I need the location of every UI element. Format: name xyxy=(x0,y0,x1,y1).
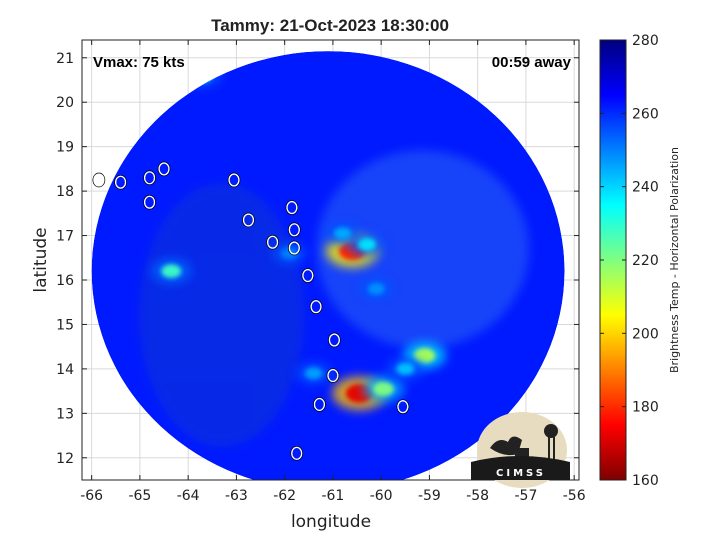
island-outlines xyxy=(92,161,410,461)
island-outline xyxy=(288,223,301,237)
feature-core xyxy=(367,283,385,295)
feature-core xyxy=(333,227,352,240)
x-tick-label: -63 xyxy=(225,488,248,504)
island-outline-dark xyxy=(227,172,241,188)
colorbar-tick-label: 200 xyxy=(632,326,659,342)
y-tick-label: 16 xyxy=(56,273,74,289)
island-outline-dark xyxy=(143,194,156,210)
island-outline-dark xyxy=(266,234,279,250)
axis-ticks: -66 -65 -64 -63 -62 -61 -60 -59 -58 -57 -56 12 13 14 1… xyxy=(56,40,586,504)
y-tick-label: 20 xyxy=(56,95,74,111)
time-away-annotation: 00:59 away xyxy=(492,54,572,71)
feature-core xyxy=(357,238,376,251)
island-outline-dark xyxy=(326,368,340,383)
colorbar-tick-label: 180 xyxy=(632,400,659,416)
island-outline xyxy=(288,241,301,255)
feature-core xyxy=(396,362,415,376)
island-outline xyxy=(310,299,322,314)
island-outline xyxy=(291,446,303,461)
colorbar xyxy=(599,39,627,481)
island-outline-dark xyxy=(313,397,326,412)
y-tick-label: 21 xyxy=(56,51,74,67)
x-tick-label: -62 xyxy=(273,488,296,504)
island-outline-dark xyxy=(143,170,156,186)
island-outline xyxy=(286,200,298,215)
island-outline xyxy=(93,173,105,187)
island-outline xyxy=(327,368,339,383)
y-tick-label: 15 xyxy=(56,317,74,333)
logo-tower-leg xyxy=(548,437,550,459)
island-outline-dark xyxy=(301,268,315,283)
y-tick-label: 13 xyxy=(56,406,74,422)
colorbar-tick-label: 240 xyxy=(632,180,659,196)
feature-core xyxy=(304,367,323,380)
island-outline-dark xyxy=(114,174,127,190)
colorbar-tick-label: 220 xyxy=(632,253,659,269)
island-outline xyxy=(114,175,127,189)
chart-title: Tammy: 21-Oct-2023 18:30:00 xyxy=(211,16,449,35)
island-outline xyxy=(397,399,409,414)
island-outline-dark xyxy=(157,161,171,177)
island-outline-dark xyxy=(396,399,410,415)
island-outline-dark xyxy=(92,172,106,188)
logo-tower-leg xyxy=(553,437,555,459)
island-outline-dark xyxy=(242,212,255,228)
island-outline-dark xyxy=(328,332,341,348)
x-tick-label: -59 xyxy=(418,488,441,504)
x-axis-label: longitude xyxy=(291,512,371,532)
island-outline xyxy=(242,213,255,227)
island-outline xyxy=(302,268,314,283)
island-outline xyxy=(143,195,156,209)
vmax-annotation: Vmax: 75 kts xyxy=(93,54,185,71)
y-tick-label: 14 xyxy=(56,362,74,378)
x-tick-label: -60 xyxy=(370,488,393,504)
logo-watertower-icon xyxy=(544,424,558,438)
island-outline xyxy=(266,235,279,249)
axes-frame xyxy=(81,39,580,481)
x-tick-label: -61 xyxy=(321,488,344,504)
feature-core xyxy=(373,381,394,397)
island-outline xyxy=(158,162,170,176)
colorbar-tick-label: 280 xyxy=(632,33,659,49)
y-axis-label: latitude xyxy=(31,227,51,292)
island-outline xyxy=(143,171,156,185)
colorbar-tick-label: 260 xyxy=(632,106,659,122)
y-tick-label: 12 xyxy=(56,451,74,467)
island-outline-dark xyxy=(309,299,323,315)
x-tick-label: -66 xyxy=(80,488,103,504)
swath-texture xyxy=(138,183,305,448)
island-outline xyxy=(328,333,341,347)
colorbar-label: Brightness Temp - Horizontal Polarizatio… xyxy=(668,147,681,373)
x-tick-label: -64 xyxy=(177,488,200,504)
x-tick-label: -65 xyxy=(128,488,151,504)
logo-banner xyxy=(471,456,570,480)
colorbar-ticks: 160 180 200 220 240 260 280 xyxy=(600,33,659,489)
swath xyxy=(91,51,565,480)
island-outline-dark xyxy=(285,200,299,215)
island-outline-dark xyxy=(287,222,301,238)
island-outline-dark xyxy=(290,445,304,461)
logo-text: CIMSS xyxy=(496,468,546,479)
x-tick-label: -56 xyxy=(563,488,586,504)
y-tick-label: 17 xyxy=(56,229,74,245)
island-outline xyxy=(313,397,326,412)
feature-core xyxy=(161,264,182,278)
feature-core xyxy=(281,247,298,260)
island-outline-dark xyxy=(287,240,301,256)
cimss-logo: CIMSS xyxy=(471,412,570,488)
x-tick-label: -57 xyxy=(514,488,537,504)
feature-core xyxy=(413,348,436,363)
logo-dish-icon xyxy=(490,436,522,456)
island-outline xyxy=(228,173,240,187)
colorbar-tick-label: 160 xyxy=(632,473,659,489)
x-tick-label: -58 xyxy=(466,488,489,504)
y-tick-label: 19 xyxy=(56,140,74,156)
y-tick-label: 18 xyxy=(56,184,74,200)
